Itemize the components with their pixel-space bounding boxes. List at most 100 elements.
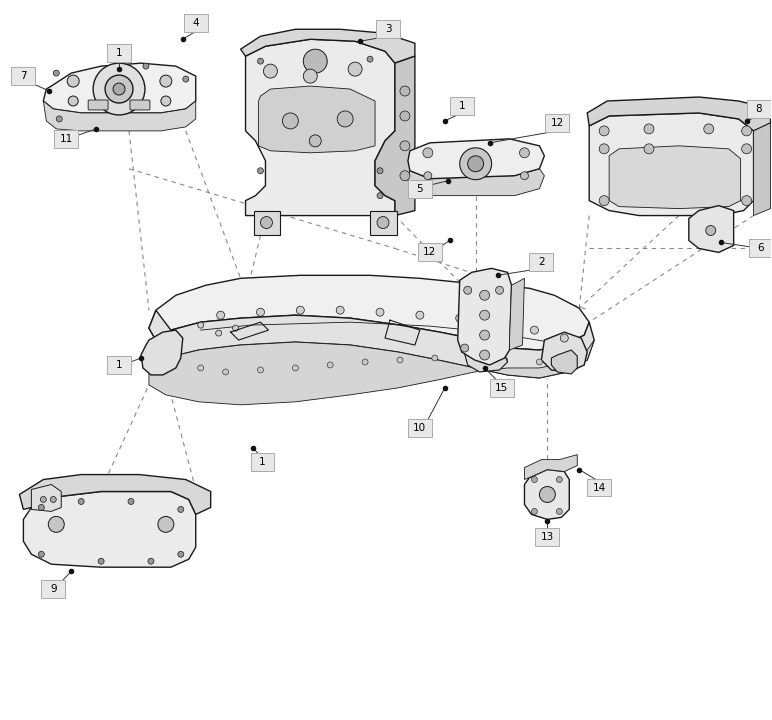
Text: 15: 15: [495, 383, 508, 393]
Circle shape: [416, 311, 424, 319]
Text: 3: 3: [384, 24, 391, 35]
Circle shape: [530, 326, 538, 334]
FancyBboxPatch shape: [184, 14, 208, 32]
FancyBboxPatch shape: [54, 130, 78, 148]
Text: 1: 1: [116, 360, 122, 370]
Polygon shape: [551, 350, 577, 374]
Polygon shape: [149, 340, 594, 405]
Circle shape: [496, 318, 503, 326]
Circle shape: [540, 487, 555, 503]
Circle shape: [424, 172, 432, 180]
FancyBboxPatch shape: [408, 180, 432, 197]
Circle shape: [148, 558, 154, 564]
Circle shape: [258, 58, 263, 64]
Circle shape: [67, 75, 80, 87]
Text: 1: 1: [459, 101, 465, 111]
FancyBboxPatch shape: [251, 453, 274, 471]
FancyBboxPatch shape: [12, 67, 36, 85]
Circle shape: [502, 357, 507, 363]
Circle shape: [599, 144, 609, 154]
Circle shape: [423, 148, 433, 158]
Text: 5: 5: [417, 184, 423, 194]
FancyBboxPatch shape: [536, 528, 560, 546]
Circle shape: [599, 126, 609, 136]
Polygon shape: [259, 86, 375, 153]
Circle shape: [468, 156, 483, 172]
Circle shape: [704, 124, 714, 134]
Circle shape: [362, 359, 368, 365]
Circle shape: [113, 83, 125, 95]
Circle shape: [50, 497, 56, 503]
FancyBboxPatch shape: [376, 20, 400, 38]
Circle shape: [461, 344, 469, 352]
Circle shape: [161, 96, 171, 106]
Polygon shape: [458, 269, 512, 365]
Polygon shape: [510, 279, 524, 350]
Circle shape: [260, 217, 273, 228]
Circle shape: [310, 135, 321, 147]
FancyBboxPatch shape: [545, 114, 569, 132]
Circle shape: [258, 367, 263, 373]
Circle shape: [432, 355, 438, 361]
Circle shape: [377, 217, 389, 228]
Text: 12: 12: [423, 248, 436, 258]
Text: 1: 1: [116, 48, 122, 58]
Text: 13: 13: [540, 532, 554, 542]
Circle shape: [464, 287, 472, 294]
Circle shape: [263, 64, 277, 78]
FancyBboxPatch shape: [489, 379, 513, 397]
Polygon shape: [23, 492, 196, 567]
Polygon shape: [253, 210, 280, 235]
Text: 11: 11: [59, 134, 73, 144]
Circle shape: [459, 148, 492, 180]
Circle shape: [222, 369, 229, 375]
Circle shape: [303, 69, 317, 83]
Polygon shape: [141, 330, 183, 375]
FancyBboxPatch shape: [88, 100, 108, 110]
FancyBboxPatch shape: [42, 580, 66, 598]
Circle shape: [560, 334, 568, 342]
Text: 6: 6: [757, 243, 764, 253]
Polygon shape: [375, 56, 415, 215]
Circle shape: [56, 116, 63, 122]
Polygon shape: [408, 139, 544, 179]
Circle shape: [742, 196, 752, 206]
Circle shape: [143, 63, 149, 69]
Polygon shape: [587, 97, 770, 131]
FancyBboxPatch shape: [587, 479, 611, 497]
Polygon shape: [465, 342, 507, 372]
Circle shape: [348, 62, 362, 76]
Circle shape: [367, 56, 373, 62]
Circle shape: [455, 314, 464, 322]
Circle shape: [327, 362, 334, 368]
Circle shape: [178, 506, 184, 513]
Circle shape: [644, 124, 654, 134]
FancyBboxPatch shape: [107, 356, 131, 374]
Text: 10: 10: [413, 423, 426, 433]
Polygon shape: [541, 332, 587, 372]
Polygon shape: [19, 474, 211, 514]
Polygon shape: [43, 63, 196, 113]
Circle shape: [400, 141, 410, 150]
Text: 14: 14: [593, 482, 606, 492]
Text: 12: 12: [550, 118, 564, 128]
Text: 1: 1: [259, 456, 266, 467]
Circle shape: [531, 508, 537, 514]
Circle shape: [742, 126, 752, 136]
Circle shape: [68, 96, 78, 106]
Circle shape: [39, 505, 44, 510]
Circle shape: [599, 196, 609, 206]
Circle shape: [256, 308, 265, 316]
Text: 8: 8: [755, 104, 762, 114]
Circle shape: [178, 552, 184, 557]
Circle shape: [531, 477, 537, 482]
Circle shape: [217, 311, 225, 319]
Circle shape: [258, 168, 263, 174]
Circle shape: [40, 497, 46, 503]
Circle shape: [397, 357, 403, 363]
Polygon shape: [32, 485, 61, 511]
Circle shape: [183, 76, 189, 82]
Polygon shape: [589, 113, 753, 215]
Circle shape: [479, 350, 489, 360]
Circle shape: [128, 498, 134, 505]
